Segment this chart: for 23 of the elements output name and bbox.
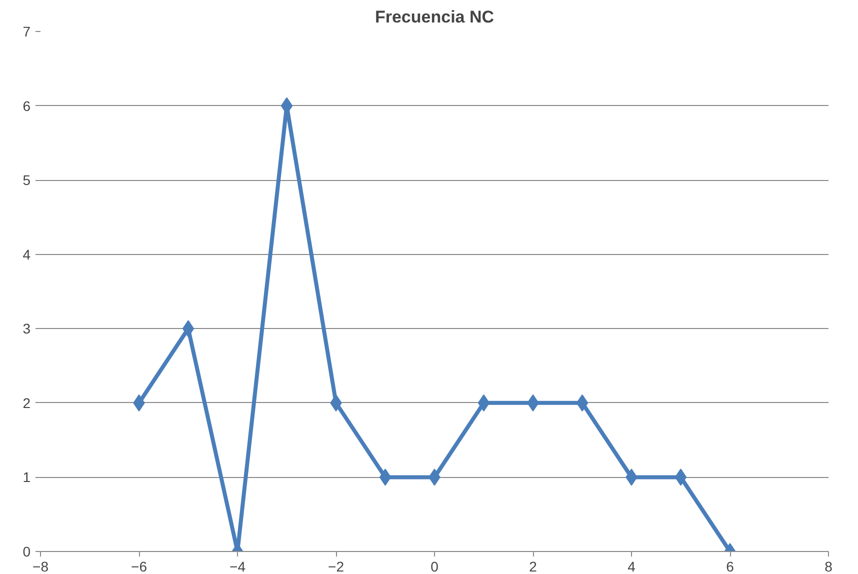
x-tick-label: −8 [32,558,49,574]
point [182,320,194,338]
x-tick-label: −6 [131,558,148,574]
point [674,468,687,486]
point [478,394,490,412]
point [379,468,392,486]
x-tick-label: −4 [230,558,246,574]
y-tick-label: 7 [22,24,31,40]
point [576,394,588,412]
y-tick-label: 0 [22,544,31,560]
y-tick-label: 3 [22,320,31,337]
x-tick-label: 4 [628,558,636,574]
x-tick-label: 6 [726,558,734,574]
x-tick-label: −2 [328,558,344,574]
y-tick-label: 5 [22,172,31,188]
y-tick-label: 1 [22,469,31,486]
y-tick-label: 4 [22,246,31,262]
chart-title: Frecuencia NC [374,8,494,26]
x-tick-label: 8 [824,558,833,574]
y-tick-label: 2 [22,394,31,411]
y-tick-label: 6 [22,98,31,114]
x-tick-label: 0 [430,558,439,574]
x-tick-label: 2 [529,558,538,574]
